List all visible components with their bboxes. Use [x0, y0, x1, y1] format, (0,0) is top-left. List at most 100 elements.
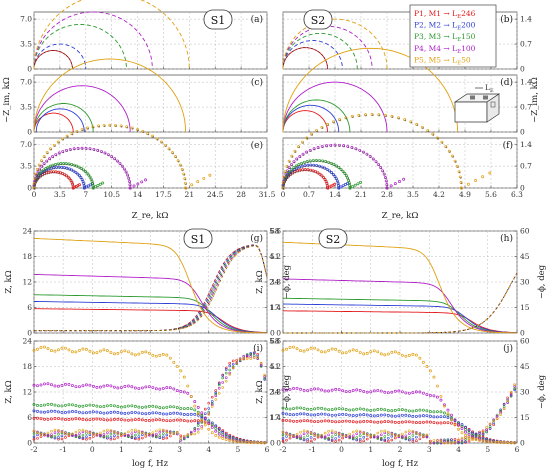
scatter-point-black	[36, 176, 39, 179]
phi-point	[179, 437, 183, 440]
y-label-phi-i: −ϕ, deg	[282, 374, 292, 409]
phi-point	[78, 436, 81, 440]
phi-point	[32, 435, 36, 439]
phi-point	[355, 432, 359, 436]
x-tick-label: 21	[185, 190, 195, 199]
z-point	[151, 411, 155, 415]
phi-point	[245, 354, 249, 358]
phi-point	[224, 376, 228, 379]
z-point	[379, 413, 383, 417]
phi-point	[88, 436, 92, 440]
phi-point	[334, 437, 337, 440]
y2-tick-label: 34	[270, 388, 280, 397]
z-point	[299, 406, 302, 410]
scatter-point-black	[310, 170, 313, 172]
z-point	[485, 440, 489, 443]
phi-point	[467, 439, 471, 443]
series-arc	[33, 0, 190, 70]
scatter-point-black	[292, 172, 295, 175]
scatter-point-black	[42, 174, 44, 177]
phi-point	[134, 428, 137, 432]
z-point	[362, 413, 366, 417]
z-point	[252, 441, 256, 445]
z-point	[210, 423, 214, 427]
z-point	[386, 408, 390, 412]
scatter-point-black	[321, 146, 324, 149]
z-point	[130, 385, 134, 389]
phi-point	[196, 427, 200, 431]
phi-point	[141, 436, 144, 440]
phi-point	[390, 434, 394, 438]
y-tick-label: 0	[27, 439, 32, 448]
z-point	[217, 435, 221, 439]
z-point	[453, 418, 457, 422]
z-point	[140, 405, 144, 409]
y2-tick-label: 68	[270, 337, 280, 346]
scatter-point-black	[460, 182, 463, 185]
z-point	[102, 411, 106, 415]
phi-point	[281, 430, 285, 434]
z-point	[341, 419, 345, 423]
z-point	[112, 385, 116, 389]
phi-point	[358, 429, 362, 433]
x-tick-label: 1.4	[329, 190, 341, 199]
x-tick-label: 5.6	[485, 190, 497, 199]
z-point	[144, 405, 148, 409]
z-point	[379, 389, 383, 393]
scatter-point-black	[282, 187, 285, 190]
z-point	[320, 406, 324, 410]
y2-tick-label: 45	[520, 252, 530, 261]
z-point	[421, 414, 425, 418]
scatter-point-black	[50, 148, 53, 151]
z-point	[281, 388, 285, 392]
phi-point	[495, 413, 499, 417]
z-point	[154, 354, 158, 358]
series-arc	[33, 103, 94, 133]
z-point	[446, 408, 450, 412]
z-point	[50, 349, 53, 353]
series-arc	[33, 50, 73, 70]
z-point	[443, 411, 446, 415]
z-point	[43, 410, 46, 414]
z-point	[337, 407, 341, 410]
z-point	[84, 411, 88, 415]
phi-point	[415, 431, 418, 435]
scatter-point-black	[41, 160, 44, 163]
scatter-point-black	[294, 151, 297, 153]
phi-point	[130, 436, 134, 440]
phi-point	[106, 431, 109, 434]
z-point	[36, 403, 39, 407]
tail-point	[356, 182, 360, 186]
scatter-point-black	[452, 156, 454, 158]
scatter-point-black	[316, 130, 319, 133]
z-point	[453, 423, 457, 427]
phi-point	[46, 431, 50, 435]
phi-point	[224, 368, 228, 371]
phi-point	[337, 432, 341, 436]
z-point	[32, 348, 36, 352]
z-point	[175, 418, 179, 422]
phi-point	[99, 431, 102, 435]
phi-point	[330, 438, 334, 442]
z-point	[67, 403, 71, 407]
phi-point	[67, 432, 71, 435]
panel-label-i: (i)	[253, 343, 263, 354]
tail-point	[393, 182, 397, 186]
z-point	[84, 347, 88, 351]
phi-point	[249, 352, 252, 355]
z-point	[435, 421, 439, 425]
phi-point	[404, 430, 408, 434]
phi-point	[379, 429, 383, 433]
scatter-point-black	[299, 156, 302, 159]
y-tick-label: 4.2	[269, 362, 281, 371]
panel-label-h: (h)	[500, 233, 513, 244]
z-point	[39, 410, 43, 414]
z-point	[355, 407, 359, 411]
inset-electrode-1	[470, 95, 475, 100]
scatter-point-black	[363, 152, 365, 154]
z-point	[365, 413, 369, 417]
scatter-point-black	[58, 152, 61, 155]
z-point	[302, 407, 306, 410]
scatter-point-black	[73, 148, 76, 151]
phi-point	[351, 430, 355, 434]
